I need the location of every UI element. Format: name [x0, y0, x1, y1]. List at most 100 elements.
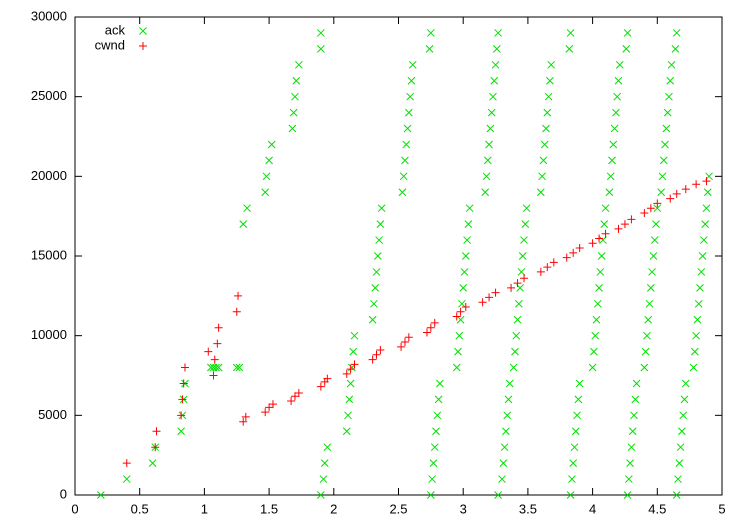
point — [605, 188, 614, 197]
point — [521, 220, 530, 228]
point — [511, 347, 519, 356]
point — [595, 234, 604, 243]
point — [454, 347, 462, 356]
point — [538, 172, 546, 181]
point — [588, 239, 597, 248]
point — [615, 60, 624, 69]
point — [350, 360, 359, 369]
point — [404, 108, 413, 117]
point — [430, 318, 439, 327]
point — [643, 331, 651, 340]
point — [679, 411, 688, 420]
point — [595, 284, 603, 292]
point — [428, 475, 436, 483]
point — [323, 374, 332, 383]
point — [487, 108, 496, 117]
point — [432, 427, 440, 436]
point — [650, 236, 659, 244]
point — [569, 459, 578, 467]
point — [492, 45, 501, 53]
point — [593, 299, 602, 308]
point — [681, 185, 690, 194]
x-tick-label: 2.5 — [389, 501, 407, 516]
point — [317, 29, 325, 37]
point — [344, 411, 352, 420]
point — [644, 315, 653, 324]
point — [645, 299, 654, 308]
point — [179, 379, 188, 388]
point — [628, 427, 637, 436]
point — [590, 347, 598, 356]
y-tick-label: 0 — [60, 486, 67, 501]
point — [649, 252, 658, 260]
point — [368, 315, 377, 324]
point — [614, 76, 623, 85]
point — [549, 258, 558, 267]
point — [434, 395, 443, 404]
point — [612, 108, 620, 117]
point — [693, 315, 702, 324]
point — [575, 379, 584, 388]
point — [536, 267, 545, 276]
point — [346, 365, 355, 374]
point — [232, 363, 241, 372]
point — [460, 268, 469, 276]
point — [429, 459, 438, 467]
point — [566, 29, 575, 37]
point — [597, 252, 606, 260]
point — [234, 291, 243, 300]
point — [261, 408, 270, 417]
point — [663, 108, 672, 117]
point — [606, 172, 615, 181]
point — [426, 323, 435, 332]
point — [465, 204, 474, 213]
point — [641, 347, 650, 356]
point — [614, 224, 623, 233]
point — [568, 475, 576, 483]
y-tick-label: 20000 — [31, 168, 67, 183]
point — [627, 215, 636, 224]
point — [268, 400, 277, 409]
point — [371, 284, 380, 292]
point — [601, 229, 610, 238]
point — [267, 140, 276, 149]
point — [430, 443, 439, 452]
point — [624, 475, 633, 483]
point — [320, 459, 329, 467]
point — [700, 236, 708, 244]
point — [504, 395, 513, 404]
point — [350, 331, 359, 340]
point — [571, 427, 580, 436]
point — [204, 347, 213, 356]
point — [678, 427, 686, 436]
point — [701, 220, 710, 228]
point — [666, 194, 675, 203]
point — [522, 204, 531, 213]
point — [491, 288, 500, 297]
point — [570, 443, 579, 452]
point — [520, 236, 528, 244]
point — [499, 459, 508, 467]
point — [626, 459, 634, 467]
point — [666, 76, 675, 85]
point — [632, 379, 641, 388]
point — [459, 284, 468, 292]
x-tick-label: 1 — [201, 501, 208, 516]
point — [623, 491, 632, 499]
point — [458, 299, 466, 308]
point — [399, 172, 408, 181]
point — [398, 188, 407, 197]
point — [213, 339, 222, 348]
point — [648, 268, 656, 276]
point — [566, 491, 575, 499]
point — [426, 491, 435, 499]
point — [540, 140, 549, 149]
point — [653, 199, 662, 208]
point — [214, 323, 223, 332]
x-tick-label: 0 — [71, 501, 78, 516]
y-tick-label: 10000 — [31, 327, 67, 342]
point — [482, 172, 491, 181]
point — [512, 331, 521, 340]
point — [400, 338, 409, 347]
